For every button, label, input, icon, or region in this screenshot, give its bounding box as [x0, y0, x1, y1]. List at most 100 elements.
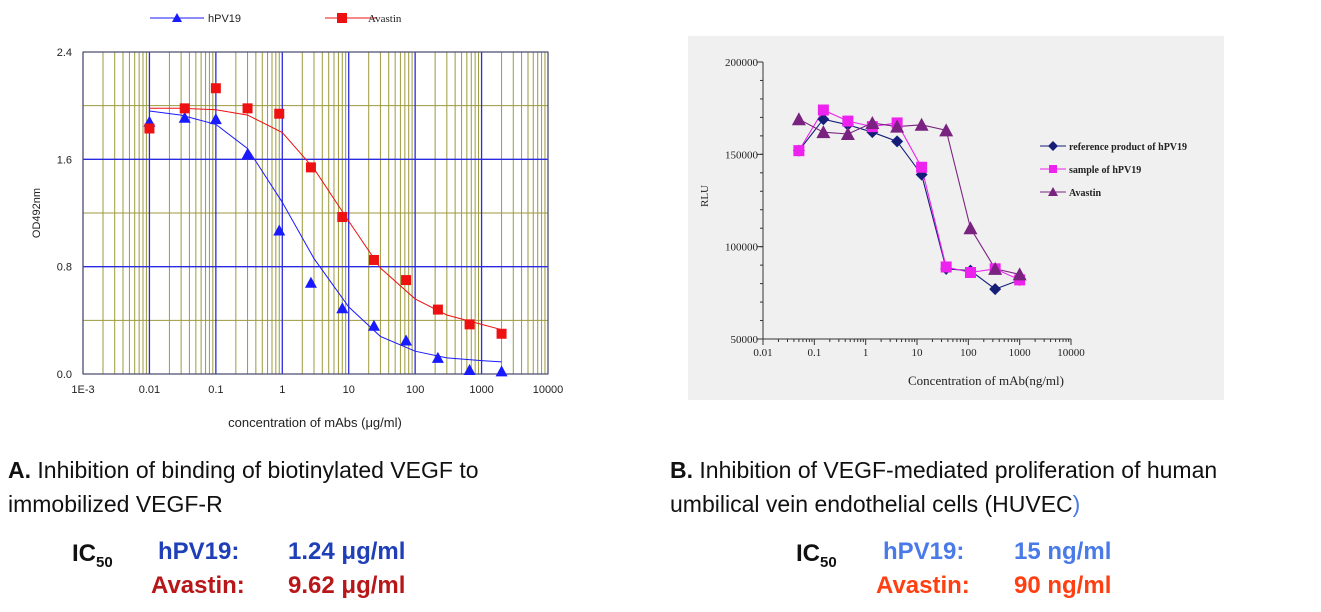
chart-a-ticks: 1E-3 0.01 0.1 1 10 100 1000 10000 0.0 0.8 1.6 2.4: [57, 47, 564, 396]
chart-b-xtick-label: 1: [863, 347, 869, 359]
chart-a-hpv19-point: [495, 365, 508, 377]
caption-a-line1: Inhibition of binding of biotinylated VE…: [31, 457, 479, 483]
chart-b-avastin-point: [988, 261, 1003, 275]
chart-b-xtick-label: 0.01: [753, 347, 772, 359]
legend-avastin-b-label: Avastin: [1069, 188, 1101, 199]
chart-b-avastin-point: [914, 117, 929, 131]
chart-b-lines: [798, 109, 1020, 290]
chart-a-xtick-label: 1: [279, 384, 285, 396]
chart-b-avastin-point: [816, 125, 831, 139]
chart-a-avastin-point: [305, 162, 316, 173]
ic50-b-hpv19-value: 15 ng/ml: [1014, 538, 1112, 565]
chart-a-hpv19-point: [431, 351, 444, 363]
caption-b-paren: ): [1072, 491, 1081, 517]
chart-a: 1E-3 0.01 0.1 1 10 100 1000 10000 0.0 0.8 1.6 2.4 h…: [31, 13, 564, 430]
chart-a-avastin-point: [242, 103, 253, 114]
chart-b-line-avastin: [798, 118, 1020, 275]
chart-b-ytick-label: 200000: [725, 57, 759, 69]
caption-b: B. Inhibition of VEGF-mediated prolifera…: [670, 453, 1320, 521]
chart-a-ylabel: OD492nm: [31, 188, 43, 238]
chart-b-ylabel: RLU: [699, 185, 711, 207]
chart-a-hpv19-point: [336, 302, 349, 314]
chart-b-bg: [688, 36, 1224, 400]
chart-a-hpv19-point: [178, 111, 191, 123]
chart-b: 0.01 0.1 1 10 100 1000 10000 50000 100000 150000 2…: [688, 36, 1224, 400]
chart-a-xtick-label: 10000: [533, 384, 564, 396]
ic50-b-hpv19-name: hPV19:: [883, 538, 965, 565]
chart-a-avastin-point: [144, 123, 155, 134]
chart-b-line-ref: [798, 118, 1020, 290]
chart-b-xtick-label: 10: [912, 347, 924, 359]
legend-sample-marker: [1049, 165, 1057, 173]
chart-b-line-sample: [798, 109, 1020, 281]
ic50-b-avastin-name: Avastin:: [876, 572, 970, 599]
chart-a-grid: [82, 51, 549, 375]
chart-a-xtick-label: 10: [343, 384, 355, 396]
chart-a-xtick-label: 0.01: [139, 384, 160, 396]
legend-ref-marker: [1048, 141, 1058, 151]
chart-a-avastin-point: [274, 108, 285, 119]
caption-a: A. Inhibition of binding of biotinylated…: [8, 453, 648, 521]
chart-b-sample-point: [940, 261, 952, 273]
chart-a-frame: [82, 51, 549, 375]
chart-a-hpv19-point: [273, 224, 286, 236]
chart-a-legend: hPV19 Avastin: [150, 13, 402, 25]
ic50-a-label: IC50: [72, 540, 113, 571]
chart-b-legend: reference product of hPV19 sample of hPV…: [1040, 141, 1187, 199]
chart-a-xtick-label: 1000: [469, 384, 493, 396]
legend-avastin-marker: [337, 13, 347, 23]
chart-a-xtick-label: 0.1: [208, 384, 223, 396]
chart-b-avastin-point: [1012, 267, 1027, 281]
chart-b-ref-point: [891, 135, 904, 148]
legend-hpv19-marker: [172, 13, 182, 22]
chart-b-avastin-point: [865, 115, 880, 129]
chart-a-avastin-point: [337, 212, 348, 223]
ic50-b-avastin-value: 90 ng/ml: [1014, 572, 1112, 599]
chart-b-sample-point: [842, 115, 854, 127]
ic50-b-label: IC50: [796, 540, 837, 571]
chart-a-avastin-point: [464, 319, 475, 330]
chart-a-avastin-point: [179, 103, 190, 114]
chart-a-xtick-label: 1E-3: [71, 384, 94, 396]
chart-a-avastin-point: [432, 304, 443, 315]
chart-a-ytick-label: 0.8: [57, 262, 72, 274]
caption-b-letter: B.: [670, 457, 693, 483]
caption-a-line2: immobilized VEGF-R: [8, 491, 223, 517]
chart-a-avastin-point: [368, 254, 379, 265]
legend-ref-label: reference product of hPV19: [1069, 142, 1187, 153]
chart-b-xtick-label: 100: [960, 347, 977, 359]
chart-b-xtick-label: 0.1: [807, 347, 821, 359]
caption-b-line2: umbilical vein endothelial cells (HUVEC: [670, 491, 1073, 517]
chart-a-fit-hpv19: [149, 110, 502, 363]
chart-a-fit-avastin: [149, 107, 502, 331]
legend-hpv19-label: hPV19: [208, 13, 241, 25]
chart-b-ytick-label: 50000: [731, 334, 759, 346]
legend-avastin-label: Avastin: [368, 13, 402, 25]
chart-b-avastin-point: [939, 123, 954, 137]
chart-a-hpv19-point: [400, 334, 413, 346]
chart-a-avastin-point: [401, 275, 412, 286]
ic50-a-avastin-name: Avastin:: [151, 572, 245, 599]
chart-b-sample-point: [964, 267, 976, 279]
chart-a-hpv19-point: [304, 276, 317, 288]
chart-b-avastin-point: [963, 221, 978, 235]
chart-b-avastin-point: [840, 127, 855, 141]
chart-a-avastin-point: [210, 83, 221, 94]
ic50-a-hpv19-name: hPV19:: [158, 538, 240, 565]
chart-b-sample-point: [817, 104, 829, 116]
chart-b-ytick-label: 150000: [725, 149, 759, 161]
chart-b-ticks: 0.01 0.1 1 10 100 1000 10000 50000 100000 150000 2…: [725, 57, 1085, 359]
chart-a-fit-curves: [149, 107, 502, 363]
chart-a-points: [143, 83, 508, 377]
chart-b-avastin-point: [791, 112, 806, 126]
chart-b-sample-point: [793, 145, 805, 157]
chart-a-hpv19-point: [463, 363, 476, 375]
chart-a-ytick-label: 1.6: [57, 154, 72, 166]
chart-b-ytick-label: 100000: [725, 242, 759, 254]
chart-b-avastin-point: [890, 119, 905, 133]
legend-sample-label: sample of hPV19: [1069, 165, 1141, 176]
caption-a-letter: A.: [8, 457, 31, 483]
chart-b-ref-point: [817, 113, 830, 126]
chart-b-points: [791, 104, 1027, 296]
chart-a-hpv19-point: [241, 147, 254, 159]
